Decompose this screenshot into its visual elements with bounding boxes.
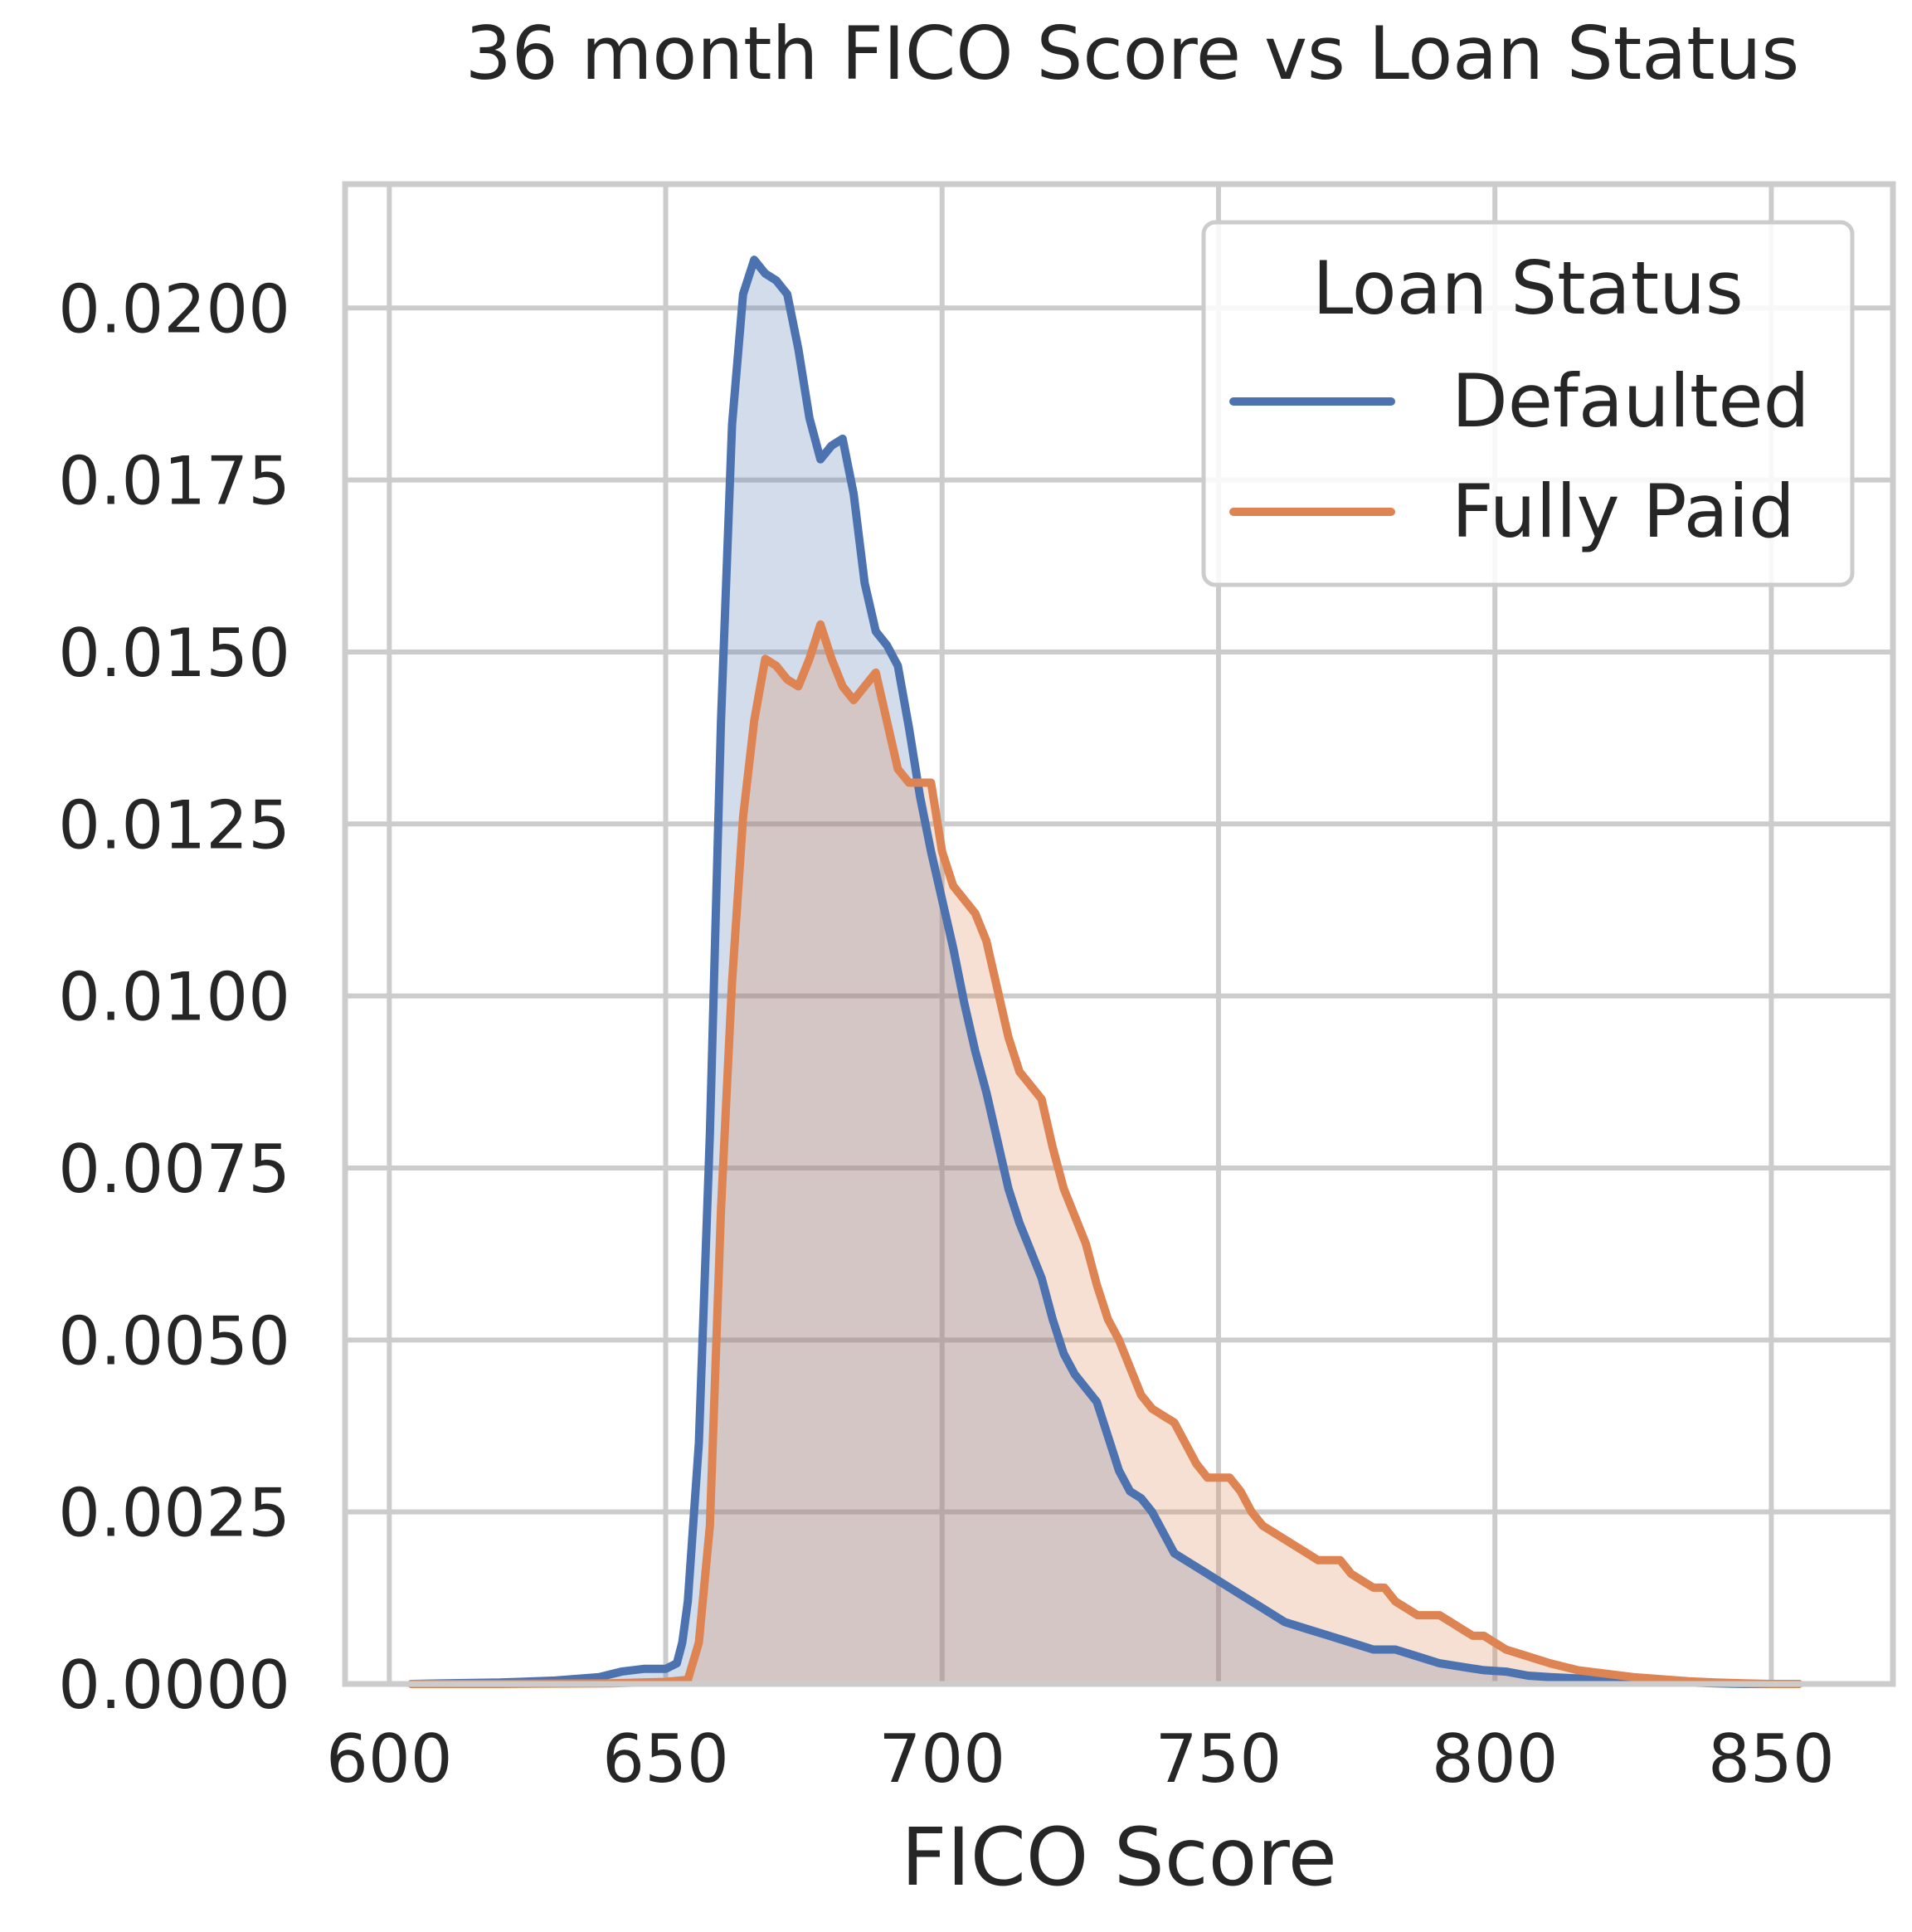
x-tick-label: 850 — [1708, 1720, 1835, 1798]
grid — [345, 184, 1893, 1686]
y-tick-label: 0.0125 — [58, 786, 290, 864]
plot-frame — [342, 181, 1896, 1687]
chart-title: 36 month FICO Score vs Loan Status — [465, 11, 1800, 96]
area-defaulted — [411, 260, 1799, 1685]
line-fully-paid — [407, 620, 1803, 1688]
x-tick-label: 750 — [1155, 1720, 1282, 1798]
x-tick-label: 700 — [878, 1720, 1005, 1798]
legend-label-fully-paid: Fully Paid — [1452, 469, 1795, 554]
y-tick-label: 0.0050 — [58, 1302, 290, 1380]
x-tick-label: 650 — [602, 1720, 729, 1798]
y-tick-label: 0.0175 — [58, 443, 290, 520]
x-tick-label: 600 — [326, 1720, 453, 1798]
area-fully-paid — [411, 624, 1799, 1684]
y-tick-label: 0.0100 — [58, 959, 290, 1036]
y-tick-label: 0.0025 — [58, 1475, 290, 1552]
legend-box — [1201, 220, 1855, 587]
y-tick-label: 0.0200 — [58, 270, 290, 348]
legend-label-defaulted: Defaulted — [1452, 358, 1810, 444]
line-defaulted — [407, 255, 1803, 1688]
y-tick-label: 0.0075 — [58, 1131, 290, 1208]
x-tick-label: 800 — [1432, 1720, 1559, 1798]
x-axis-ticks: 600 650 700 750 800 850 — [326, 1720, 1835, 1798]
x-axis-label: FICO Score — [901, 1811, 1337, 1904]
y-axis-ticks: 0.0000 0.0025 0.0050 0.0075 0.0100 0.0125 0.01… — [58, 270, 290, 1724]
legend-title: Loan Status — [1312, 246, 1743, 331]
y-tick-label: 0.0150 — [58, 615, 290, 692]
legend: Loan Status Defaulted Fully Paid — [1201, 220, 1855, 587]
density-areas — [411, 260, 1799, 1685]
y-tick-label: 0.0000 — [58, 1647, 290, 1724]
density-lines — [407, 255, 1803, 1688]
